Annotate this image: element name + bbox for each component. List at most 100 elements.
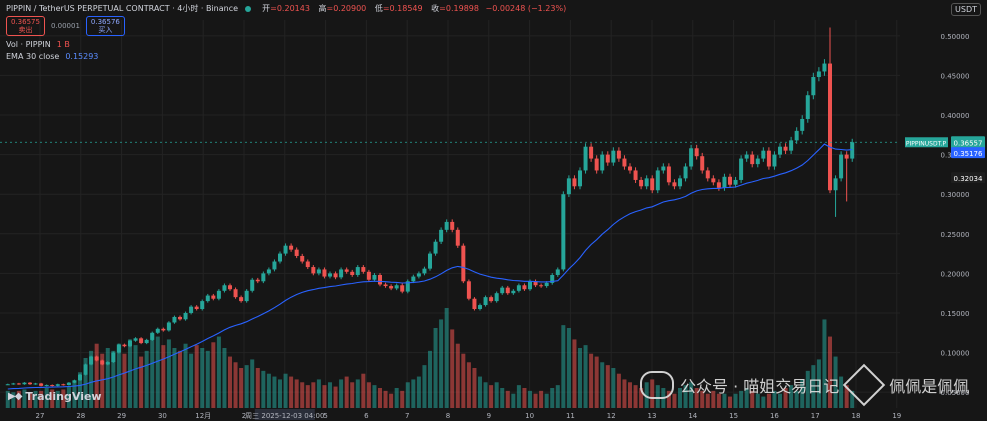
x-tick-label: 13 <box>648 412 657 420</box>
ema-indicator-legend[interactable]: EMA 30 close 0.15293 <box>6 52 98 61</box>
candle-body <box>39 383 44 386</box>
volume-bar <box>522 388 527 408</box>
volume-bar <box>494 382 499 408</box>
volume-bar <box>733 393 738 408</box>
candle-body <box>516 285 521 291</box>
candle-body <box>261 273 266 282</box>
volume-bar <box>761 396 766 408</box>
low-value: =0.18549 <box>382 4 423 13</box>
candle-body <box>805 95 810 119</box>
volume-bar <box>361 373 366 408</box>
open-value: =0.20143 <box>270 4 310 13</box>
candle-body <box>172 316 177 323</box>
candle-body <box>266 269 271 274</box>
volume-bar <box>366 382 371 408</box>
candle-body <box>405 281 410 292</box>
volume-bar <box>705 393 710 408</box>
volume-bar <box>216 336 221 408</box>
candle-body <box>522 285 527 290</box>
candle-body <box>828 63 832 191</box>
candle-body <box>361 267 366 272</box>
volume-bar <box>811 365 816 408</box>
candle-body <box>255 279 260 282</box>
volume-bar <box>566 328 571 408</box>
volume-bar <box>711 390 716 408</box>
candle-body <box>744 154 749 159</box>
volume-bar <box>28 392 32 408</box>
candle-body <box>722 176 727 188</box>
candle-body <box>633 170 638 180</box>
volume-bar <box>111 350 116 408</box>
price-label-value: 0.32034 <box>954 175 983 183</box>
candle-body <box>372 274 377 280</box>
volume-bar <box>455 343 460 408</box>
volume-bar <box>466 362 471 408</box>
candle-body <box>578 170 582 187</box>
candle-body <box>16 383 21 385</box>
tradingview-logo[interactable]: ▶◆ TradingView <box>8 390 102 403</box>
candle-body <box>144 339 149 344</box>
volume-bar <box>328 382 332 408</box>
sell-button[interactable]: 0.36575 卖出 <box>6 16 45 36</box>
candle-body <box>761 150 766 159</box>
candle-body <box>72 380 77 383</box>
candle-body <box>505 287 510 294</box>
volume-bar <box>478 376 482 408</box>
buy-button[interactable]: 0.36576 买入 <box>85 16 125 36</box>
volume-bar <box>5 390 10 408</box>
x-tick-label: 12 <box>607 412 616 420</box>
candle-body <box>689 148 694 167</box>
candle-body <box>244 290 249 302</box>
candle-body <box>750 154 755 165</box>
volume-bar <box>105 348 110 408</box>
volume-value: 1 B <box>56 40 70 49</box>
price-label-box <box>951 172 985 184</box>
volume-bar <box>16 390 21 408</box>
volume-bar <box>416 376 421 408</box>
volume-bar <box>333 386 338 408</box>
candle-body <box>811 77 816 96</box>
candle-body <box>28 382 32 385</box>
candle-body <box>700 156 705 171</box>
candle-body <box>366 271 371 280</box>
candle-body <box>639 179 644 187</box>
volume-bar <box>655 385 660 408</box>
close-label: 收 <box>431 4 440 13</box>
volume-bar <box>639 388 644 408</box>
volume-bar <box>355 379 360 408</box>
candle-body <box>450 221 455 230</box>
candle-body <box>839 154 844 179</box>
ema-line <box>7 143 853 390</box>
price-label-value: 0.35176 <box>954 150 983 158</box>
volume-bar <box>222 348 227 408</box>
candle-body <box>155 328 160 333</box>
volume-bar <box>850 390 855 408</box>
symbol-title[interactable]: PIPPIN / TetherUS PERPETUAL CONTRACT · 4… <box>6 4 239 13</box>
market-status-dot <box>244 5 251 12</box>
volume-bar <box>144 350 149 408</box>
currency-button[interactable]: USDT <box>951 3 981 16</box>
candle-body <box>116 344 121 353</box>
candle-body <box>161 328 166 331</box>
volume-bar <box>683 385 688 408</box>
volume-bar <box>39 390 44 408</box>
candle-body <box>428 253 432 269</box>
price-label-value: 0.36557 <box>954 139 983 147</box>
candle-body <box>233 289 238 298</box>
candle-body <box>283 245 288 254</box>
change-value: −0.00248 (−1.23%) <box>485 4 567 13</box>
volume-indicator-legend[interactable]: Vol · PIPPIN 1 B <box>6 40 70 49</box>
volume-bar <box>672 393 677 408</box>
volume-label: Vol · PIPPIN <box>6 40 51 49</box>
candle-body <box>455 229 460 246</box>
volume-bar <box>828 336 832 408</box>
candle-body <box>355 267 360 275</box>
candle-body <box>716 182 721 188</box>
volume-bar <box>744 388 749 408</box>
volume-bar <box>539 390 544 408</box>
volume-bar <box>716 393 721 408</box>
candle-body <box>94 356 99 361</box>
candle-body <box>778 146 782 155</box>
candle-body <box>400 285 405 292</box>
